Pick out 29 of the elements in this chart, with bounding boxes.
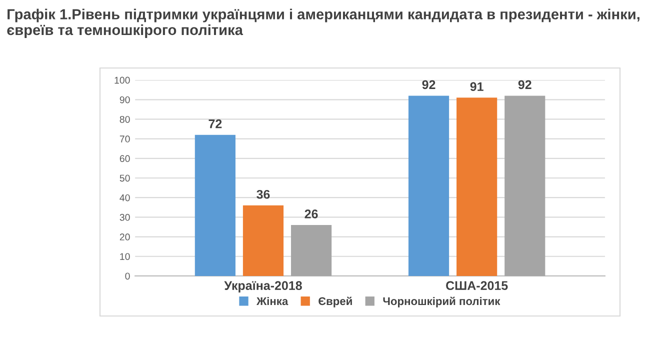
y-tick-label: 60 (120, 155, 130, 162)
bar (242, 205, 284, 276)
legend-label: Єврей (318, 296, 352, 308)
y-tick-label: 40 (120, 194, 130, 202)
bar (291, 225, 332, 276)
y-tick-label: 10 (120, 253, 130, 260)
bar (456, 98, 498, 276)
y-tick-label: 80 (120, 116, 130, 123)
x-tick-label: Україна-2018 (224, 281, 302, 292)
y-tick-label: 70 (120, 136, 130, 142)
data-label: 92 (518, 80, 532, 90)
y-tick-label: 90 (120, 96, 130, 104)
y-tick-label: 0 (125, 272, 130, 280)
y-tick-label: 100 (114, 76, 130, 84)
y-tick-label: 30 (120, 214, 130, 221)
y-tick-label: 20 (120, 234, 130, 240)
data-label: 91 (470, 82, 484, 92)
y-tick-label: 50 (120, 174, 130, 182)
x-tick-label: США-2015 (446, 281, 508, 290)
bar (194, 134, 236, 276)
legend-label: Чорношкірий політик (383, 296, 500, 308)
data-label: 26 (304, 210, 318, 218)
data-label: 72 (208, 119, 222, 128)
bar (504, 96, 546, 276)
legend-label: Жінка (256, 296, 288, 306)
data-label: 36 (256, 190, 270, 199)
chart-title: Графік 1.Рівень підтримки українцями і американцями кандидата в президенти - жінки, євреїв та темношкірого політика (7, 8, 640, 38)
bar (408, 96, 450, 276)
data-label: 92 (422, 80, 436, 90)
